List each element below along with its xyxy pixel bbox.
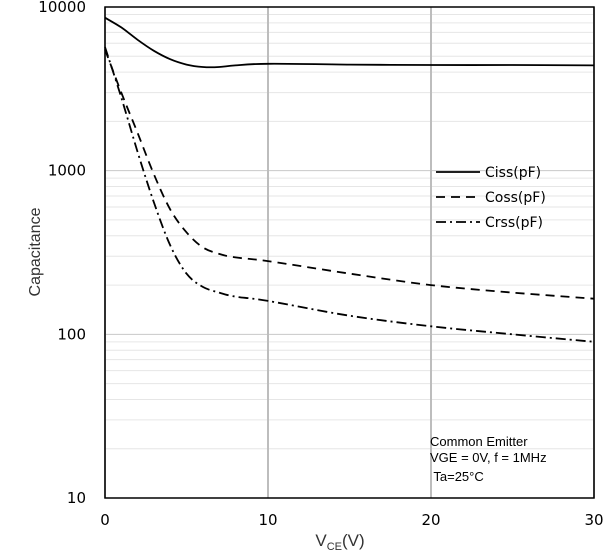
series-line-crss-pf	[104, 46, 595, 343]
note-line-3: Ta=25°C	[430, 469, 484, 484]
x-tick-label: 20	[421, 511, 440, 529]
legend-label-coss-pf: Coss(pF)	[485, 190, 546, 206]
grid-layer	[104, 6, 595, 499]
x-axis-label: VCE(V)	[315, 531, 364, 553]
series-layer	[104, 16, 595, 343]
legend-label-crss-pf: Crss(pF)	[485, 215, 543, 231]
x-tick-label: 0	[100, 511, 110, 529]
x-tick-label: 30	[584, 511, 603, 529]
plot-frame	[104, 6, 595, 499]
x-axis-label-subscript: CE	[327, 541, 342, 553]
y-axis-label: Capacitance	[27, 207, 44, 296]
y-tick-label: 1000	[48, 162, 86, 180]
series-line-ciss-pf	[104, 16, 595, 69]
series-line-coss-pf	[104, 49, 595, 300]
note-line-1: Common Emitter	[430, 434, 528, 449]
y-tick-label: 100	[57, 325, 86, 343]
note-line-2: VGE = 0V, f = 1MHz	[430, 450, 547, 465]
legend-label-ciss-pf: Ciss(pF)	[485, 165, 541, 181]
legend: Ciss(pF) Coss(pF) Crss(pF)	[436, 165, 546, 231]
conditions-note: Common Emitter VGE = 0V, f = 1MHz Ta=25°…	[430, 434, 547, 484]
y-tick-label: 10	[67, 489, 86, 507]
y-tick-label: 10000	[38, 0, 86, 16]
x-tick-label: 10	[258, 511, 277, 529]
x-axis-label-main: V	[315, 531, 327, 550]
tick-labels: 0 10 20 30 10 100 1000 10000	[38, 0, 603, 529]
x-axis-label-unit: (V)	[342, 531, 365, 550]
